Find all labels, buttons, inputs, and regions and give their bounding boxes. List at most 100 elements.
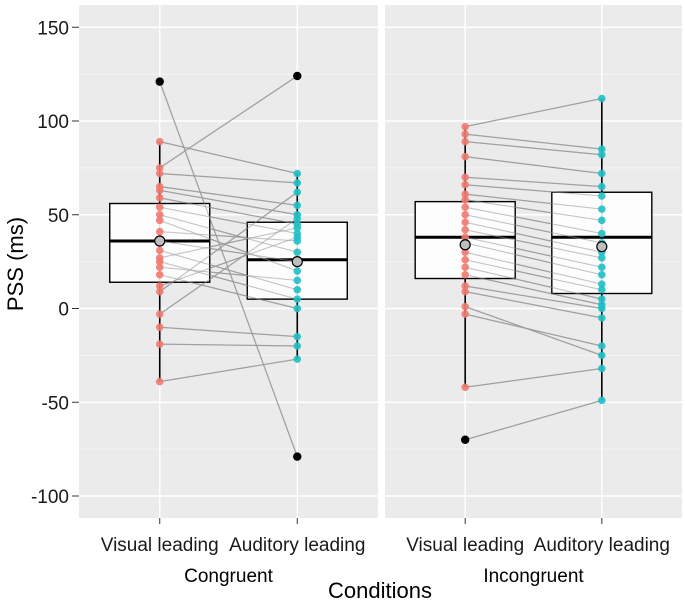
x-tick-label: Auditory leading (534, 535, 670, 556)
auditory-leading-point (598, 396, 606, 405)
visual-leading-point (461, 137, 469, 146)
auditory-leading-point (293, 233, 302, 242)
paired-line-overlay (465, 221, 602, 253)
auditory-leading-point (598, 169, 606, 178)
x-tick-label: Visual leading (406, 535, 524, 556)
visual-leading-point (461, 270, 469, 279)
mean-point (459, 239, 471, 251)
paired-line-overlay (465, 141, 602, 156)
facet-label: Incongruent (483, 566, 584, 587)
paired-line-overlay (159, 266, 298, 281)
x-tick-label: Auditory leading (229, 535, 365, 556)
visual-leading-point (461, 233, 469, 242)
visual-leading-point (155, 310, 164, 318)
auditory-leading-point (598, 364, 606, 373)
auditory-leading-point (293, 304, 302, 313)
paired-line-overlay (465, 251, 602, 285)
visual-leading-point (155, 227, 164, 236)
auditory-leading-point (598, 229, 606, 238)
auditory-leading-point (598, 145, 606, 153)
outlier-point (460, 435, 470, 444)
paired-line-overlay (159, 261, 298, 300)
visual-leading-point (461, 255, 469, 264)
visual-leading-point (461, 190, 469, 198)
paired-line-overlay (465, 285, 602, 310)
y-tick-label: 150 (37, 18, 69, 39)
visual-leading-point (461, 282, 469, 290)
auditory-leading-point (293, 224, 302, 232)
paired-line-overlay (465, 184, 602, 197)
visual-leading-point (461, 287, 469, 296)
y-axis-title: PSS (ms) (3, 217, 28, 311)
auditory-leading-point (598, 216, 606, 225)
y-tick-label: 100 (37, 112, 69, 133)
paired-line-overlay (465, 97, 602, 128)
auditory-leading-point (598, 192, 606, 200)
paired-line-overlay (465, 229, 602, 259)
auditory-leading-point (293, 355, 302, 363)
paired-line-overlay (159, 240, 298, 263)
auditory-leading-point (293, 276, 302, 285)
auditory-leading-point (598, 342, 606, 350)
paired-line-overlay (159, 231, 298, 242)
paired-line-overlay (159, 343, 298, 347)
paired-line-overlay (465, 274, 602, 306)
paired-line-overlay (465, 133, 602, 150)
mean-point (291, 256, 303, 268)
y-tick-label: -50 (42, 393, 69, 414)
paired-line-overlay (465, 214, 602, 244)
paired-line-overlay (159, 81, 298, 457)
auditory-leading-point (293, 295, 302, 303)
paired-line-overlay (465, 306, 602, 356)
visual-leading-point (155, 186, 164, 195)
auditory-leading-point (598, 182, 606, 191)
y-tick-label: 50 (48, 206, 69, 227)
visual-leading-point (461, 218, 469, 227)
outlier-point (293, 71, 302, 81)
y-tick-label: -100 (31, 487, 69, 508)
auditory-leading-point (293, 342, 302, 350)
paired-line-overlay (465, 259, 602, 291)
paired-line-overlay (465, 206, 602, 235)
paired-line-overlay (159, 75, 298, 169)
paired-line-overlay (159, 214, 298, 253)
visual-leading-point (461, 195, 469, 204)
paired-line-overlay (465, 399, 602, 441)
outlier-point (155, 77, 164, 86)
y-tick-label: 0 (58, 300, 69, 321)
auditory-leading-point (598, 351, 606, 360)
visual-leading-point (155, 270, 164, 279)
auditory-leading-point (598, 285, 606, 294)
auditory-leading-point (293, 201, 302, 210)
paired-line-overlay (159, 326, 298, 338)
auditory-leading-point (293, 248, 302, 257)
x-tick-label: Visual leading (101, 535, 219, 556)
auditory-leading-point (293, 332, 302, 341)
paired-line-overlay (465, 367, 602, 388)
x-axis-title: Conditions (328, 578, 432, 603)
visual-leading-point (461, 173, 469, 182)
auditory-leading-point (293, 188, 302, 197)
visual-leading-point (155, 282, 164, 290)
auditory-leading-point (598, 314, 606, 322)
visual-leading-point (155, 246, 164, 255)
visual-leading-point (155, 257, 164, 266)
visual-leading-point (155, 263, 164, 272)
auditory-leading-point (598, 263, 606, 272)
paired-line-overlay (159, 274, 298, 310)
auditory-leading-point (598, 280, 606, 288)
visual-leading-point (461, 248, 469, 257)
auditory-leading-point (293, 179, 302, 187)
visual-leading-point (155, 169, 164, 178)
visual-leading-point (461, 152, 469, 161)
visual-leading-point (155, 210, 164, 219)
visual-leading-point (461, 225, 469, 234)
auditory-leading-point (293, 169, 302, 178)
outlier-point (293, 452, 302, 461)
auditory-leading-point (598, 205, 606, 213)
auditory-leading-point (293, 285, 302, 294)
paired-line-overlay (465, 199, 602, 221)
paired-line-overlay (465, 176, 602, 188)
paired-line-overlay (465, 266, 602, 300)
